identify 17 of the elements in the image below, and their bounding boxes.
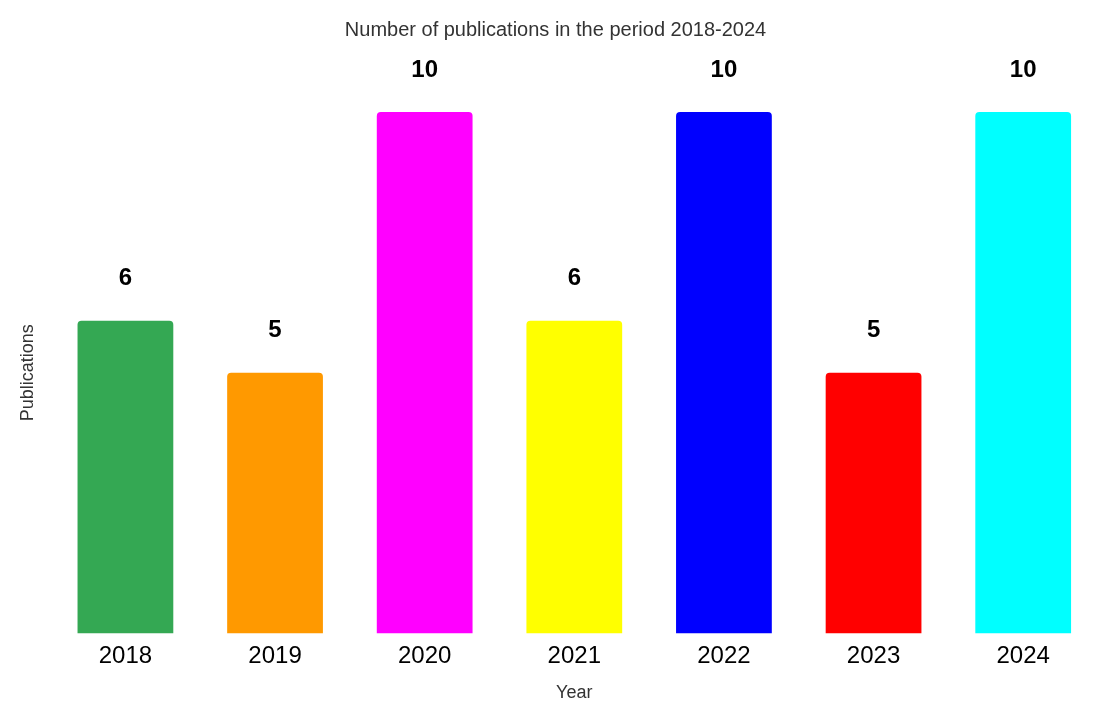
data-label: 10: [411, 54, 439, 82]
x-axis-title: Year: [556, 682, 593, 703]
x-tick-label: 2023: [846, 640, 901, 668]
data-label: 5: [866, 315, 881, 343]
chart-title: Number of publications in the period 2018-2024: [344, 17, 767, 40]
x-tick-label: 2018: [98, 640, 153, 668]
y-axis-title: Publications: [16, 324, 37, 422]
data-label: 10: [710, 54, 738, 82]
data-label: 6: [567, 263, 581, 291]
x-tick-label: 2022: [697, 640, 751, 668]
x-tick-label: 2020: [397, 640, 452, 668]
x-tick-label: 2019: [248, 640, 302, 668]
data-label: 10: [1009, 54, 1037, 82]
data-label: 6: [118, 263, 133, 291]
x-tick-label: 2024: [996, 640, 1050, 668]
x-tick-label: 2021: [547, 640, 601, 668]
data-label: 5: [268, 315, 282, 343]
